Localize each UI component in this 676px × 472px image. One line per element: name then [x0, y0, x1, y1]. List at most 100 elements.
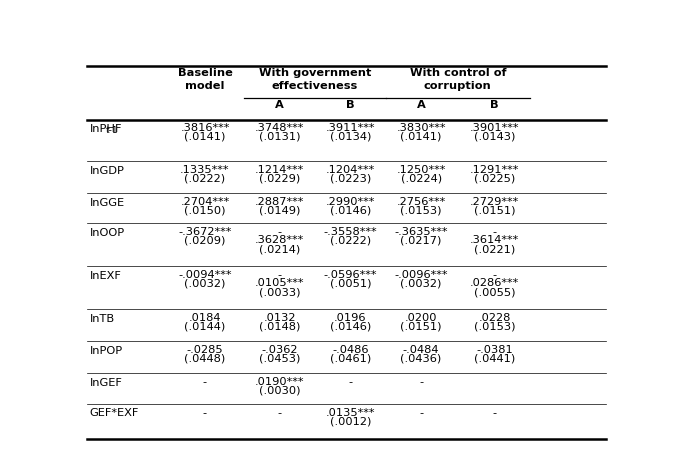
- Text: -: -: [419, 408, 423, 418]
- Text: .3748***: .3748***: [255, 123, 304, 133]
- Text: (.0150): (.0150): [185, 205, 226, 215]
- Text: .3901***: .3901***: [470, 123, 519, 133]
- Text: -.3558***: -.3558***: [324, 227, 377, 237]
- Text: (.0141): (.0141): [185, 132, 226, 142]
- Text: (.0141): (.0141): [400, 132, 442, 142]
- Text: .0135***: .0135***: [326, 408, 375, 418]
- Text: -: -: [278, 270, 282, 280]
- Text: -: -: [492, 270, 496, 280]
- Text: (.0222): (.0222): [330, 236, 371, 245]
- Text: .2756***: .2756***: [397, 197, 445, 207]
- Text: -.0484: -.0484: [403, 345, 439, 355]
- Text: -.0381: -.0381: [476, 345, 513, 355]
- Text: -.3635***: -.3635***: [394, 227, 448, 237]
- Text: .3830***: .3830***: [396, 123, 446, 133]
- Text: .2990***: .2990***: [326, 197, 375, 207]
- Text: (.0032): (.0032): [185, 278, 226, 288]
- Text: .3628***: .3628***: [255, 236, 304, 245]
- Text: lnGDP: lnGDP: [90, 166, 124, 176]
- Text: (.0436): (.0436): [400, 353, 441, 363]
- Text: .0190***: .0190***: [255, 377, 304, 387]
- Text: .1204***: .1204***: [326, 165, 375, 175]
- Text: (.0146): (.0146): [330, 321, 371, 331]
- Text: (.0153): (.0153): [400, 205, 442, 215]
- Text: (.0032): (.0032): [400, 278, 442, 288]
- Text: B: B: [490, 100, 499, 110]
- Text: .0286***: .0286***: [470, 278, 519, 288]
- Text: lnOOP: lnOOP: [90, 228, 125, 238]
- Text: (.0441): (.0441): [474, 353, 515, 363]
- Text: (.0224): (.0224): [401, 173, 441, 183]
- Text: .1335***: .1335***: [180, 165, 230, 175]
- Text: A: A: [416, 100, 425, 110]
- Text: -.0486: -.0486: [332, 345, 368, 355]
- Text: (.0223): (.0223): [330, 173, 371, 183]
- Text: (.0151): (.0151): [474, 205, 515, 215]
- Text: .0196: .0196: [334, 313, 366, 323]
- Text: -: -: [492, 227, 496, 237]
- Text: (.0051): (.0051): [330, 278, 371, 288]
- Text: -.0285: -.0285: [187, 345, 223, 355]
- Text: .2704***: .2704***: [180, 197, 230, 207]
- Text: .3614***: .3614***: [470, 236, 519, 245]
- Text: -.0094***: -.0094***: [178, 270, 232, 280]
- Text: t-1: t-1: [106, 126, 118, 135]
- Text: .3816***: .3816***: [180, 123, 230, 133]
- Text: -: -: [278, 408, 282, 418]
- Text: lnGGE: lnGGE: [90, 198, 125, 208]
- Text: (.0209): (.0209): [185, 236, 226, 245]
- Text: (.0151): (.0151): [400, 321, 442, 331]
- Text: .0132: .0132: [264, 313, 296, 323]
- Text: .1250***: .1250***: [396, 165, 445, 175]
- Text: .0228: .0228: [478, 313, 510, 323]
- Text: (.0461): (.0461): [330, 353, 371, 363]
- Text: .0184: .0184: [189, 313, 221, 323]
- Text: -: -: [278, 227, 282, 237]
- Text: -.0596***: -.0596***: [324, 270, 377, 280]
- Text: (.0221): (.0221): [474, 244, 515, 254]
- Text: (.0214): (.0214): [259, 244, 300, 254]
- Text: .0200: .0200: [405, 313, 437, 323]
- Text: .1291***: .1291***: [470, 165, 519, 175]
- Text: (.0143): (.0143): [474, 132, 515, 142]
- Text: (.0131): (.0131): [259, 132, 300, 142]
- Text: -: -: [419, 377, 423, 387]
- Text: lnTB: lnTB: [90, 313, 115, 324]
- Text: Baseline
model: Baseline model: [178, 67, 233, 91]
- Text: (.0033): (.0033): [259, 287, 300, 297]
- Text: (.0149): (.0149): [259, 205, 300, 215]
- Text: B: B: [346, 100, 355, 110]
- Text: (.0217): (.0217): [400, 236, 442, 245]
- Text: With control of
corruption: With control of corruption: [410, 67, 506, 91]
- Text: lnPOP: lnPOP: [90, 346, 123, 355]
- Text: -: -: [203, 408, 207, 418]
- Text: -.0096***: -.0096***: [394, 270, 448, 280]
- Text: -: -: [203, 377, 207, 387]
- Text: (.0153): (.0153): [474, 321, 515, 331]
- Text: -: -: [492, 408, 496, 418]
- Text: .1214***: .1214***: [255, 165, 304, 175]
- Text: lnEXF: lnEXF: [90, 271, 122, 281]
- Text: (.0012): (.0012): [330, 416, 371, 426]
- Text: .3911***: .3911***: [326, 123, 375, 133]
- Text: (.0030): (.0030): [259, 385, 300, 395]
- Text: -: -: [348, 377, 352, 387]
- Text: .2729***: .2729***: [470, 197, 519, 207]
- Text: (.0448): (.0448): [185, 353, 226, 363]
- Text: (.0225): (.0225): [474, 173, 515, 183]
- Text: lnGEF: lnGEF: [90, 378, 122, 388]
- Text: (.0144): (.0144): [185, 321, 226, 331]
- Text: A: A: [275, 100, 284, 110]
- Text: (.0222): (.0222): [185, 173, 226, 183]
- Text: (.0148): (.0148): [259, 321, 300, 331]
- Text: -.0362: -.0362: [262, 345, 298, 355]
- Text: (.0055): (.0055): [474, 287, 515, 297]
- Text: (.0453): (.0453): [259, 353, 300, 363]
- Text: (.0229): (.0229): [259, 173, 300, 183]
- Text: (.0146): (.0146): [330, 205, 371, 215]
- Text: With government
effectiveness: With government effectiveness: [259, 67, 371, 91]
- Text: GEF*EXF: GEF*EXF: [90, 408, 139, 419]
- Text: lnPHF: lnPHF: [90, 124, 122, 134]
- Text: (.0134): (.0134): [330, 132, 371, 142]
- Text: -.3672***: -.3672***: [178, 227, 232, 237]
